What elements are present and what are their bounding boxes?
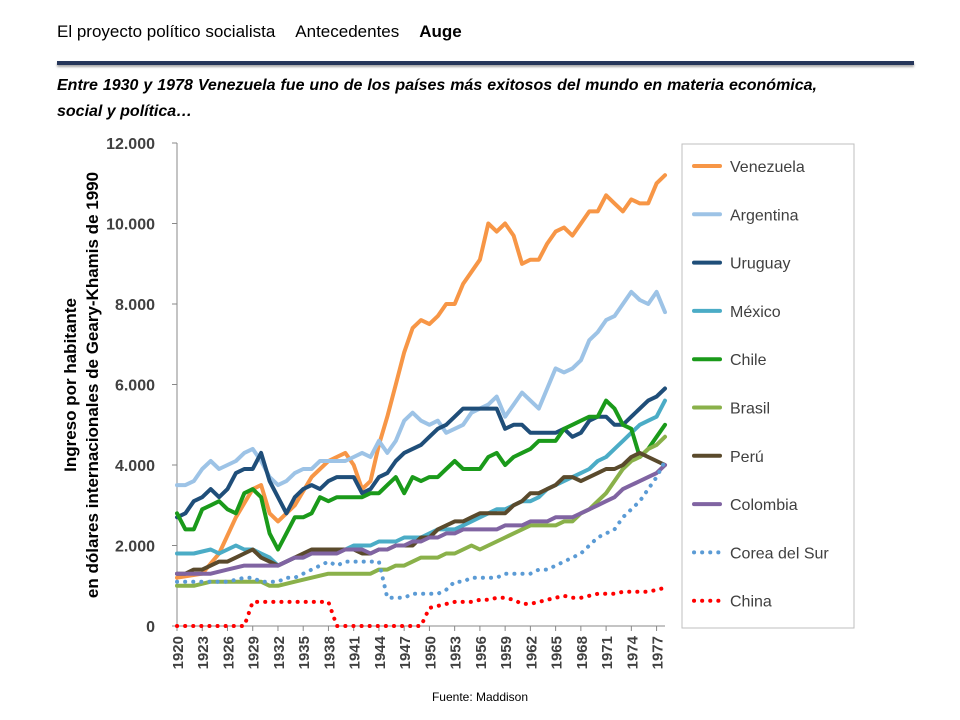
x-tick-label: 1950 <box>422 636 439 669</box>
y-tick-label: 8.000 <box>115 297 155 314</box>
x-tick-label: 1920 <box>170 636 187 669</box>
nav-tabs: El proyecto político socialista Antecede… <box>57 22 462 42</box>
x-tick-label: 1947 <box>397 636 414 669</box>
x-tick-label: 1938 <box>321 636 338 669</box>
tab-proyecto-politico[interactable]: El proyecto político socialista <box>57 22 276 41</box>
series-line-chile <box>175 398 667 552</box>
legend-box <box>681 143 855 629</box>
x-tick-label: 1953 <box>448 636 465 669</box>
header-divider <box>57 61 914 65</box>
y-tick-label: 4.000 <box>115 458 155 475</box>
x-tick-label: 1974 <box>624 635 641 669</box>
tab-auge[interactable]: Auge <box>419 22 462 41</box>
y-tick-label: 2.000 <box>115 539 155 556</box>
legend-label-chile: Chile <box>730 352 767 369</box>
series-line-uruguay <box>175 386 667 520</box>
legend-label-china: China <box>730 594 772 611</box>
series-line-china <box>175 585 667 628</box>
x-tick-label: 1959 <box>498 636 515 669</box>
x-tick-label: 1941 <box>347 636 364 669</box>
legend-label-corea-del-sur: Corea del Sur <box>730 545 829 562</box>
x-tick-label: 1923 <box>195 636 212 669</box>
y-axis-title-line1: Ingreso por habitante <box>61 298 80 472</box>
tab-antecedentes[interactable]: Antecedentes <box>295 22 400 41</box>
series-line-per- <box>175 450 667 576</box>
headline-text: Entre 1930 y 1978 Venezuela fue uno de l… <box>57 77 817 120</box>
y-tick-label: 6.000 <box>115 378 155 395</box>
series-line-brasil <box>175 434 667 588</box>
series-line-colombia <box>175 463 667 576</box>
legend-label-per-: Perú <box>730 449 764 466</box>
legend-label-brasil: Brasil <box>730 401 770 418</box>
x-tick-label: 1926 <box>220 636 237 669</box>
legend-label-m-xico: México <box>730 304 781 321</box>
legend-label-argentina: Argentina <box>730 207 799 224</box>
x-tick-label: 1944 <box>372 635 389 669</box>
series-line-m-xico <box>175 398 667 568</box>
y-tick-label: 12.000 <box>106 136 155 153</box>
series-line-venezuela <box>175 173 667 580</box>
legend-label-colombia: Colombia <box>730 497 798 514</box>
x-tick-label: 1962 <box>523 636 540 669</box>
series-line-corea-del-sur <box>175 459 667 600</box>
x-tick-label: 1968 <box>574 636 591 669</box>
x-tick-label: 1977 <box>650 636 667 669</box>
y-axis-title-line2: en dólares internacionales de Geary-Kham… <box>83 172 102 598</box>
y-tick-label: 10.000 <box>106 217 155 234</box>
x-tick-label: 1971 <box>599 636 616 669</box>
y-tick-label: 0 <box>146 619 155 636</box>
x-tick-label: 1965 <box>549 636 566 669</box>
x-tick-label: 1932 <box>271 636 288 669</box>
x-tick-label: 1956 <box>473 636 490 669</box>
source-note: Fuente: Maddison <box>431 690 529 704</box>
legend-label-uruguay: Uruguay <box>730 256 790 273</box>
x-tick-label: 1929 <box>246 636 263 669</box>
legend-label-venezuela: Venezuela <box>730 159 805 176</box>
x-tick-label: 1935 <box>296 636 313 669</box>
